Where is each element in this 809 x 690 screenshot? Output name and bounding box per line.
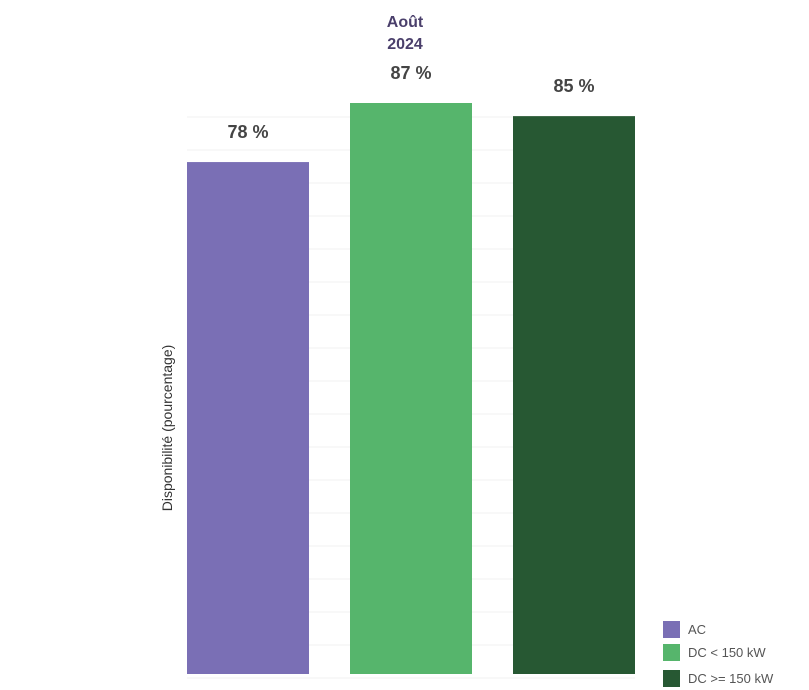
value-label-0: 78 % bbox=[227, 122, 268, 142]
chart-title-line-1: Août bbox=[387, 14, 424, 31]
value-labels-group: 78 % 87 % 85 % bbox=[227, 63, 594, 142]
legend-label-2: DC >= 150 kW bbox=[688, 671, 774, 686]
legend-swatch-2 bbox=[663, 670, 680, 687]
value-label-1: 87 % bbox=[390, 63, 431, 83]
legend-label-0: AC bbox=[688, 622, 706, 637]
bar-2 bbox=[513, 116, 635, 674]
value-label-2: 85 % bbox=[553, 76, 594, 96]
bar-1 bbox=[350, 103, 472, 674]
bar-0 bbox=[187, 162, 309, 674]
legend: AC DC < 150 kW DC >= 150 kW bbox=[663, 621, 774, 687]
chart-title-line-2: 2024 bbox=[387, 36, 423, 53]
legend-swatch-1 bbox=[663, 644, 680, 661]
legend-swatch-0 bbox=[663, 621, 680, 638]
legend-label-1: DC < 150 kW bbox=[688, 645, 766, 660]
y-axis-label: Disponibilité (pourcentage) bbox=[159, 345, 175, 512]
bars-group bbox=[187, 103, 635, 674]
